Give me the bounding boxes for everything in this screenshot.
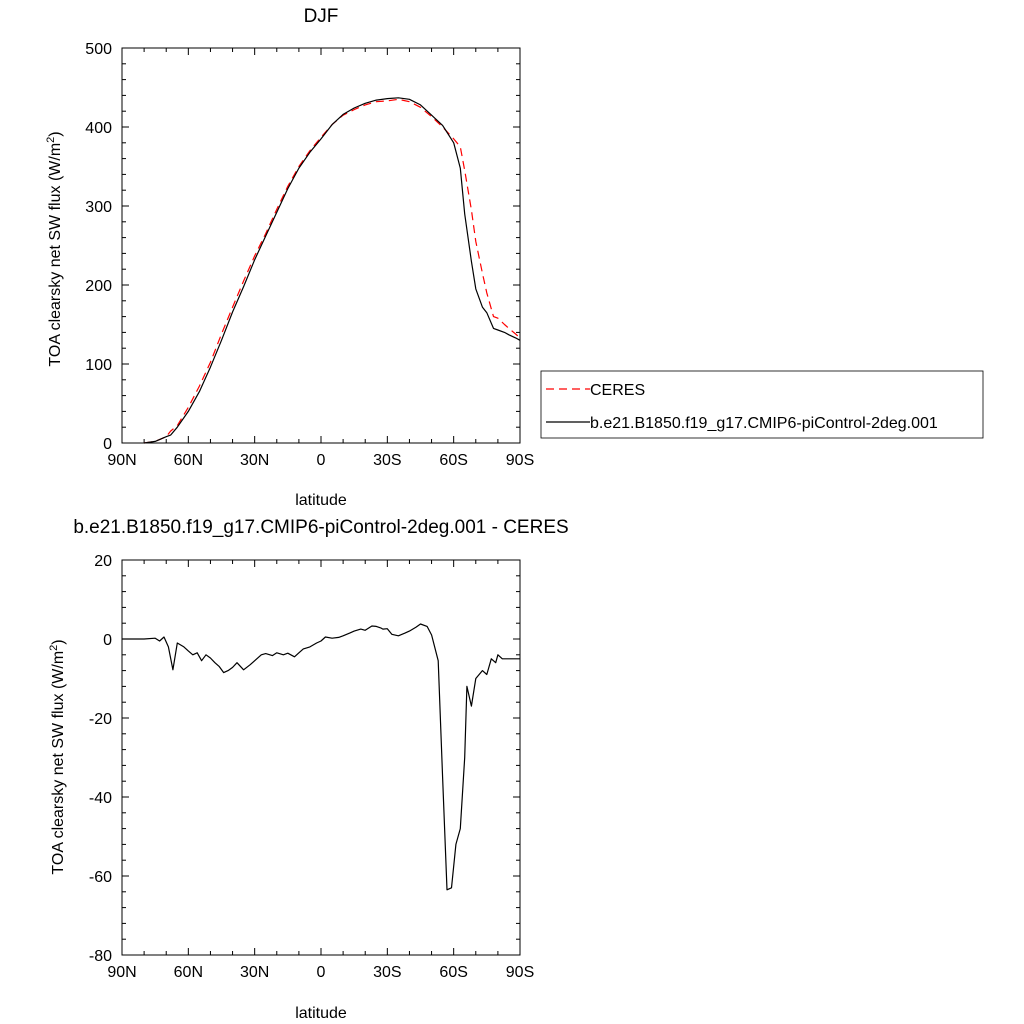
axis-ticks: 90N 60N 30N 0 30S 60S 90S -80 -60 -40 -20 0 20 <box>89 553 534 981</box>
y-tick-label: 20 <box>94 553 112 570</box>
panel-djf: DJF TOA clearsky net SW flux (W/m2) lati… <box>45 6 534 509</box>
plot-frame <box>121 559 521 956</box>
series-group <box>122 623 520 891</box>
y-tick-label: 400 <box>85 120 112 137</box>
series-line-ceres <box>144 98 521 444</box>
x-tick-label: 30N <box>240 452 269 469</box>
series-group <box>144 97 521 444</box>
legend-label-ceres: CERES <box>590 382 645 399</box>
plot-frame <box>121 47 521 444</box>
y-tick-label: 0 <box>103 632 112 649</box>
x-tick-label: 0 <box>317 964 326 981</box>
y-axis-label: TOA clearsky net SW flux (W/m2) <box>48 639 67 874</box>
chart-title: b.e21.B1850.f19_g17.CMIP6-piControl-2deg… <box>73 517 568 538</box>
x-tick-label: 30S <box>373 964 401 981</box>
x-tick-label: 0 <box>317 452 326 469</box>
x-tick-label: 90S <box>506 452 534 469</box>
y-tick-label: 300 <box>85 199 112 216</box>
x-tick-label: 90N <box>107 452 136 469</box>
x-tick-label: 60S <box>439 452 467 469</box>
x-tick-label: 60S <box>439 964 467 981</box>
y-tick-label: -80 <box>89 948 112 965</box>
x-axis-label: latitude <box>295 492 347 509</box>
x-tick-label: 90N <box>107 964 136 981</box>
x-axis-label: latitude <box>295 1005 347 1022</box>
y-tick-label: -20 <box>89 711 112 728</box>
axis-ticks: 90N 60N 30N 0 30S 60S 90S 0 100 200 300 400 500 <box>85 41 534 469</box>
y-tick-label: -60 <box>89 869 112 886</box>
panel-difference: b.e21.B1850.f19_g17.CMIP6-piControl-2deg… <box>48 517 569 1022</box>
series-line-b-e21-b1850-f19-g17-cmip6-picontrol-2deg-001 <box>144 97 521 444</box>
y-tick-label: -40 <box>89 790 112 807</box>
legend-label-model: b.e21.B1850.f19_g17.CMIP6-piControl-2deg… <box>590 415 938 432</box>
chart-title: DJF <box>304 6 339 27</box>
y-tick-label: 200 <box>85 278 112 295</box>
y-axis-label: TOA clearsky net SW flux (W/m2) <box>45 131 64 366</box>
series-line-difference <box>122 623 520 891</box>
x-tick-label: 90S <box>506 964 534 981</box>
legend-box <box>540 370 984 439</box>
y-tick-label: 100 <box>85 357 112 374</box>
legend: CERES b.e21.B1850.f19_g17.CMIP6-piContro… <box>540 370 984 439</box>
x-tick-label: 60N <box>174 452 203 469</box>
x-tick-label: 30N <box>240 964 269 981</box>
y-tick-label: 0 <box>103 436 112 453</box>
y-tick-label: 500 <box>85 41 112 58</box>
x-tick-label: 60N <box>174 964 203 981</box>
x-tick-label: 30S <box>373 452 401 469</box>
